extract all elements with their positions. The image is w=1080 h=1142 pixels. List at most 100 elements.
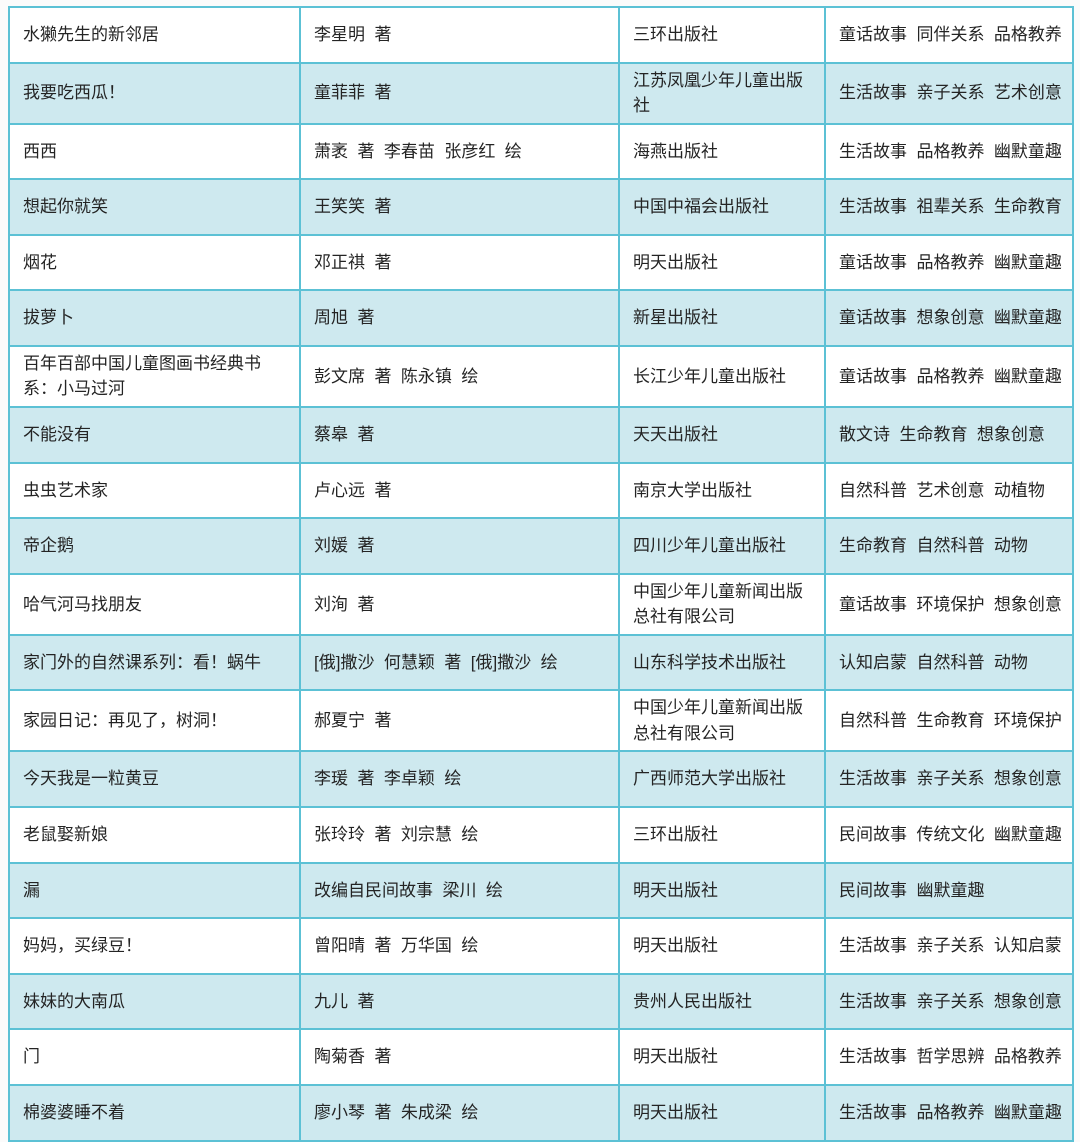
- table-row: 水獭先生的新邻居 李星明 著 三环出版社 童话故事 同伴关系 品格教养: [8, 6, 1074, 64]
- cell-book-title: 水獭先生的新邻居: [8, 6, 301, 64]
- cell-tags: 生活故事 品格教养 幽默童趣: [824, 1083, 1074, 1142]
- cell-publisher: 明天出版社: [618, 861, 826, 920]
- cell-book-title: 妹妹的大南瓜: [8, 972, 301, 1031]
- table-row: 妹妹的大南瓜 九儿 著 贵州人民出版社 生活故事 亲子关系 想象创意: [8, 972, 1074, 1031]
- cell-book-title: 棉婆婆睡不着: [8, 1083, 301, 1142]
- cell-book-title: 百年百部中国儿童图画书经典书系：小马过河: [8, 344, 301, 408]
- cell-author: 九儿 著: [299, 972, 620, 1031]
- cell-book-title: 妈妈，买绿豆！: [8, 917, 301, 975]
- cell-author: 改编自民间故事 梁川 绘: [299, 861, 620, 920]
- cell-publisher: 明天出版社: [618, 233, 826, 292]
- cell-publisher: 天天出版社: [618, 405, 826, 464]
- table-row: 虫虫艺术家 卢心远 著 南京大学出版社 自然科普 艺术创意 动植物: [8, 461, 1074, 520]
- cell-author: 陶菊香 著: [299, 1028, 620, 1086]
- table-row: 今天我是一粒黄豆 李瑗 著 李卓颖 绘 广西师范大学出版社 生活故事 亲子关系 …: [8, 750, 1074, 808]
- cell-publisher: 山东科学技术出版社: [618, 633, 826, 692]
- table-row: 漏 改编自民间故事 梁川 绘 明天出版社 民间故事 幽默童趣: [8, 861, 1074, 920]
- book-list-table: 水獭先生的新邻居 李星明 著 三环出版社 童话故事 同伴关系 品格教养 我要吃西…: [8, 6, 1074, 1142]
- cell-book-title: 虫虫艺术家: [8, 461, 301, 520]
- cell-book-title: 漏: [8, 861, 301, 920]
- cell-author: [俄]撒沙 何慧颖 著 [俄]撒沙 绘: [299, 633, 620, 692]
- cell-book-title: 西西: [8, 122, 301, 181]
- cell-tags: 童话故事 同伴关系 品格教养: [824, 6, 1074, 64]
- table-row: 门 陶菊香 著 明天出版社 生活故事 哲学思辨 品格教养: [8, 1028, 1074, 1086]
- cell-book-title: 今天我是一粒黄豆: [8, 750, 301, 808]
- cell-tags: 生活故事 亲子关系 艺术创意: [824, 61, 1074, 125]
- table-row: 想起你就笑 王笑笑 著 中国中福会出版社 生活故事 祖辈关系 生命教育: [8, 178, 1074, 236]
- cell-author: 彭文席 著 陈永镇 绘: [299, 344, 620, 408]
- cell-publisher: 中国少年儿童新闻出版总社有限公司: [618, 572, 826, 636]
- cell-tags: 童话故事 品格教养 幽默童趣: [824, 344, 1074, 408]
- cell-tags: 自然科普 生命教育 环境保护: [824, 689, 1074, 753]
- cell-tags: 民间故事 传统文化 幽默童趣: [824, 805, 1074, 864]
- cell-author: 刘洵 著: [299, 572, 620, 636]
- cell-author: 曾阳晴 著 万华国 绘: [299, 917, 620, 975]
- cell-tags: 童话故事 环境保护 想象创意: [824, 572, 1074, 636]
- cell-tags: 生命教育 自然科普 动物: [824, 517, 1074, 575]
- cell-publisher: 新星出版社: [618, 289, 826, 347]
- cell-publisher: 明天出版社: [618, 917, 826, 975]
- cell-publisher: 长江少年儿童出版社: [618, 344, 826, 408]
- cell-author: 童菲菲 著: [299, 61, 620, 125]
- cell-author: 萧袤 著 李春苗 张彦红 绘: [299, 122, 620, 181]
- cell-book-title: 老鼠娶新娘: [8, 805, 301, 864]
- cell-tags: 生活故事 亲子关系 想象创意: [824, 972, 1074, 1031]
- cell-author: 张玲玲 著 刘宗慧 绘: [299, 805, 620, 864]
- cell-book-title: 想起你就笑: [8, 178, 301, 236]
- cell-publisher: 四川少年儿童出版社: [618, 517, 826, 575]
- cell-publisher: 中国中福会出版社: [618, 178, 826, 236]
- cell-tags: 生活故事 亲子关系 想象创意: [824, 750, 1074, 808]
- cell-publisher: 明天出版社: [618, 1028, 826, 1086]
- cell-tags: 生活故事 祖辈关系 生命教育: [824, 178, 1074, 236]
- cell-author: 王笑笑 著: [299, 178, 620, 236]
- table-row: 哈气河马找朋友 刘洵 著 中国少年儿童新闻出版总社有限公司 童话故事 环境保护 …: [8, 572, 1074, 636]
- cell-tags: 自然科普 艺术创意 动植物: [824, 461, 1074, 520]
- table-row: 棉婆婆睡不着 廖小琴 著 朱成梁 绘 明天出版社 生活故事 品格教养 幽默童趣: [8, 1083, 1074, 1142]
- cell-author: 郝夏宁 著: [299, 689, 620, 753]
- cell-tags: 童话故事 想象创意 幽默童趣: [824, 289, 1074, 347]
- table-row: 烟花 邓正祺 著 明天出版社 童话故事 品格教养 幽默童趣: [8, 233, 1074, 292]
- cell-author: 李瑗 著 李卓颖 绘: [299, 750, 620, 808]
- table-row: 百年百部中国儿童图画书经典书系：小马过河 彭文席 著 陈永镇 绘 长江少年儿童出…: [8, 344, 1074, 408]
- cell-publisher: 广西师范大学出版社: [618, 750, 826, 808]
- cell-book-title: 拔萝卜: [8, 289, 301, 347]
- table-row: 帝企鹅 刘媛 著 四川少年儿童出版社 生命教育 自然科普 动物: [8, 517, 1074, 575]
- cell-author: 廖小琴 著 朱成梁 绘: [299, 1083, 620, 1142]
- cell-publisher: 中国少年儿童新闻出版总社有限公司: [618, 689, 826, 753]
- cell-publisher: 明天出版社: [618, 1083, 826, 1142]
- cell-author: 李星明 著: [299, 6, 620, 64]
- cell-author: 刘媛 著: [299, 517, 620, 575]
- cell-book-title: 门: [8, 1028, 301, 1086]
- cell-tags: 童话故事 品格教养 幽默童趣: [824, 233, 1074, 292]
- cell-publisher: 贵州人民出版社: [618, 972, 826, 1031]
- cell-publisher: 三环出版社: [618, 805, 826, 864]
- table-row: 拔萝卜 周旭 著 新星出版社 童话故事 想象创意 幽默童趣: [8, 289, 1074, 347]
- cell-publisher: 三环出版社: [618, 6, 826, 64]
- table-row: 西西 萧袤 著 李春苗 张彦红 绘 海燕出版社 生活故事 品格教养 幽默童趣: [8, 122, 1074, 181]
- cell-book-title: 烟花: [8, 233, 301, 292]
- cell-publisher: 江苏凤凰少年儿童出版社: [618, 61, 826, 125]
- cell-author: 邓正祺 著: [299, 233, 620, 292]
- cell-book-title: 不能没有: [8, 405, 301, 464]
- cell-tags: 生活故事 哲学思辨 品格教养: [824, 1028, 1074, 1086]
- cell-book-title: 我要吃西瓜！: [8, 61, 301, 125]
- table-row: 不能没有 蔡皋 著 天天出版社 散文诗 生命教育 想象创意: [8, 405, 1074, 464]
- book-table-body: 水獭先生的新邻居 李星明 著 三环出版社 童话故事 同伴关系 品格教养 我要吃西…: [8, 6, 1074, 1142]
- cell-publisher: 南京大学出版社: [618, 461, 826, 520]
- cell-tags: 民间故事 幽默童趣: [824, 861, 1074, 920]
- cell-tags: 生活故事 品格教养 幽默童趣: [824, 122, 1074, 181]
- table-row: 老鼠娶新娘 张玲玲 著 刘宗慧 绘 三环出版社 民间故事 传统文化 幽默童趣: [8, 805, 1074, 864]
- table-row: 我要吃西瓜！ 童菲菲 著 江苏凤凰少年儿童出版社 生活故事 亲子关系 艺术创意: [8, 61, 1074, 125]
- cell-author: 蔡皋 著: [299, 405, 620, 464]
- cell-book-title: 家门外的自然课系列：看！蜗牛: [8, 633, 301, 692]
- cell-tags: 生活故事 亲子关系 认知启蒙: [824, 917, 1074, 975]
- cell-book-title: 家园日记：再见了，树洞！: [8, 689, 301, 753]
- table-row: 家园日记：再见了，树洞！ 郝夏宁 著 中国少年儿童新闻出版总社有限公司 自然科普…: [8, 689, 1074, 753]
- cell-tags: 认知启蒙 自然科普 动物: [824, 633, 1074, 692]
- table-row: 妈妈，买绿豆！ 曾阳晴 著 万华国 绘 明天出版社 生活故事 亲子关系 认知启蒙: [8, 917, 1074, 975]
- cell-book-title: 帝企鹅: [8, 517, 301, 575]
- cell-publisher: 海燕出版社: [618, 122, 826, 181]
- cell-tags: 散文诗 生命教育 想象创意: [824, 405, 1074, 464]
- cell-author: 周旭 著: [299, 289, 620, 347]
